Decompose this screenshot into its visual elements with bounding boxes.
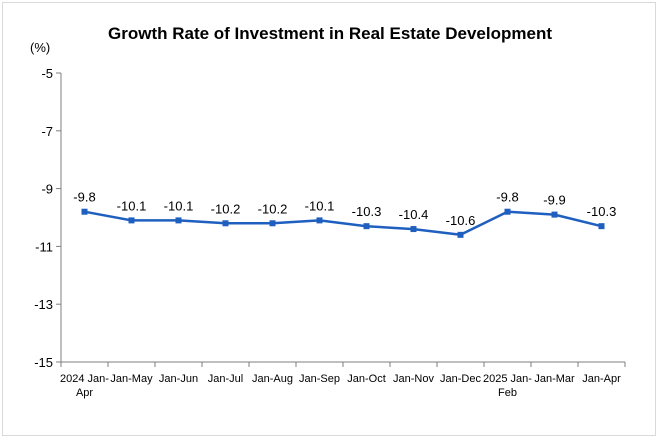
x-tick-label: Jan-May [110,373,153,385]
data-label: -10.6 [446,213,476,228]
y-tick-label: -13 [34,297,53,312]
x-tick-label: Jan-Oct [347,373,386,385]
x-tick-label: Jan-Mar [534,373,575,385]
x-tick-label: Jan-Jun [159,373,198,385]
data-point [222,220,229,227]
x-tick-label: Jan-Sep [299,373,340,385]
series-investment-growth: -9.8 -10.1 -10.1 -10.2 -10.2 -10.1 -10.3 -10.4 -… [73,190,616,238]
data-label: -10.1 [117,198,147,213]
data-point [598,223,605,230]
y-tick-label: -7 [41,124,53,139]
x-tick-label: 2025 Jan-Feb [483,373,532,399]
y-tick-label: -5 [41,66,53,81]
y-axis-unit: (%) [30,40,51,55]
data-point [269,220,276,227]
data-point [363,223,370,230]
data-label: -10.1 [305,198,335,213]
x-tick-label: 2024 Jan-Apr [60,373,109,399]
chart-title: Growth Rate of Investment in Real Estate… [108,24,552,43]
y-tick-label: -15 [34,355,53,370]
data-label: -9.9 [543,193,565,208]
data-label: -9.8 [496,190,518,205]
data-point [81,208,88,215]
data-point [175,217,182,224]
series-line [84,210,602,237]
x-tick-label: Jan-Nov [393,373,434,385]
x-tick-label: Jan-Aug [252,373,293,385]
chart-frame [2,2,656,436]
y-axis: -5 -7 -9 -11 -13 -15 [34,66,62,370]
x-tick-label: Jan-Dec [440,373,481,385]
data-label: -10.1 [164,198,194,213]
data-label: -9.8 [73,190,95,205]
data-point [128,217,135,224]
data-point [410,226,417,233]
data-point [504,208,511,215]
data-label: -10.2 [258,201,288,216]
x-tick-label: Jan-Jul [208,373,243,385]
y-tick-label: -11 [35,239,53,254]
data-point [316,217,323,224]
x-tick-label: Jan-Apr [582,373,621,385]
data-label: -10.3 [352,204,382,219]
data-point [551,211,558,218]
data-label: -10.4 [399,207,429,222]
data-point [457,231,464,238]
y-tick-label: -9 [41,182,53,197]
data-label: -10.3 [587,204,617,219]
data-label: -10.2 [211,201,241,216]
